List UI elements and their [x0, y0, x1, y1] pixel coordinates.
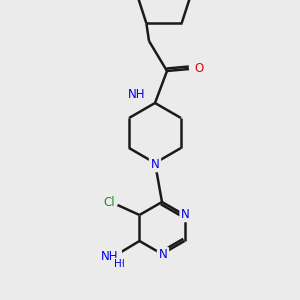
Text: H: H: [117, 259, 124, 269]
Text: Cl: Cl: [104, 196, 115, 208]
Text: N: N: [151, 158, 159, 170]
Text: N: N: [181, 208, 190, 220]
Text: NH: NH: [103, 250, 120, 263]
Text: O: O: [194, 62, 204, 76]
Text: H: H: [114, 259, 122, 269]
Text: NH: NH: [101, 250, 118, 262]
Text: NH: NH: [128, 88, 146, 101]
Text: N: N: [159, 248, 167, 262]
